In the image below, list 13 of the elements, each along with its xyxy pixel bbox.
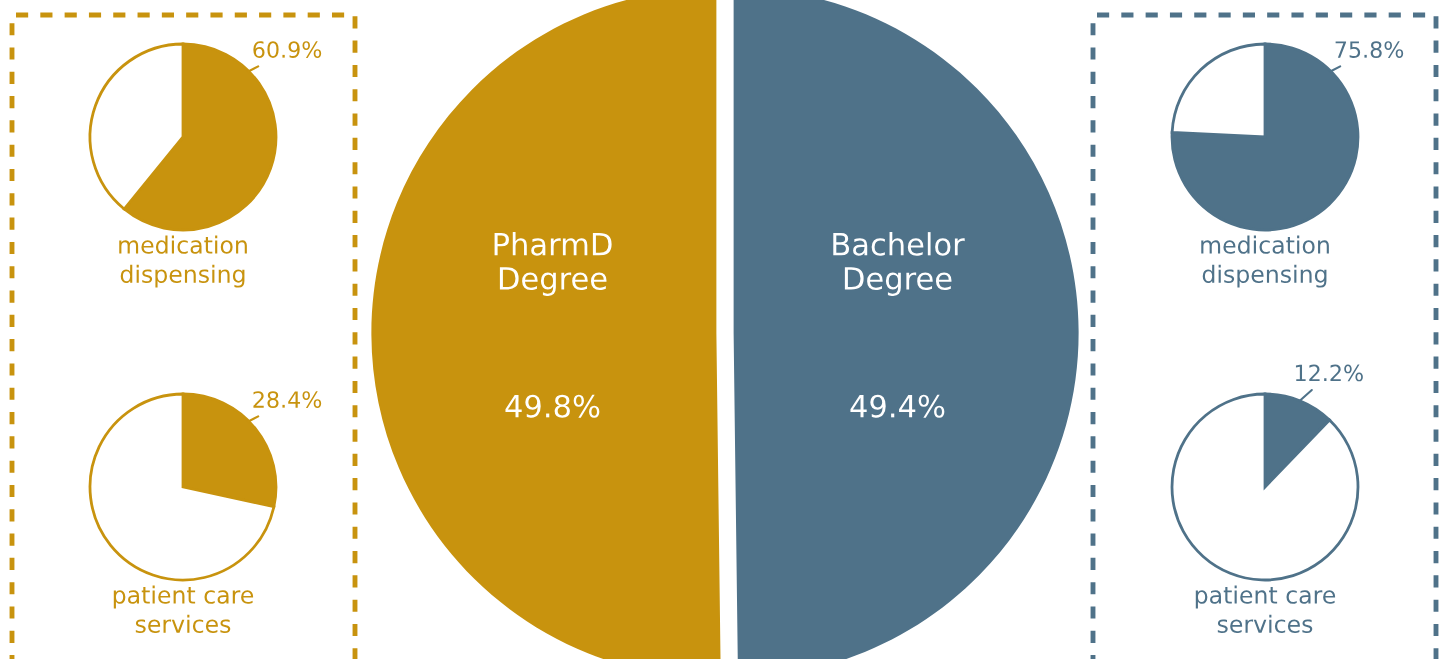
data-label: 49.4% (850, 394, 945, 418)
data-label: 60.9% (253, 41, 322, 58)
data-label: 12.2% (1295, 364, 1363, 382)
data-label: 28.4% (253, 391, 322, 408)
text: medication dispensing (1201, 235, 1329, 288)
text: patient care services (1195, 585, 1336, 633)
data-label: 49.8% (505, 394, 600, 418)
slice-label: Bachelor Degree (833, 232, 965, 296)
text: patient care services (113, 585, 254, 633)
data-label: 75.8% (1335, 41, 1404, 58)
slice-label: PharmD Degree (494, 232, 612, 296)
text: medication dispensing (119, 235, 247, 288)
pie-slice (1170, 392, 1360, 582)
